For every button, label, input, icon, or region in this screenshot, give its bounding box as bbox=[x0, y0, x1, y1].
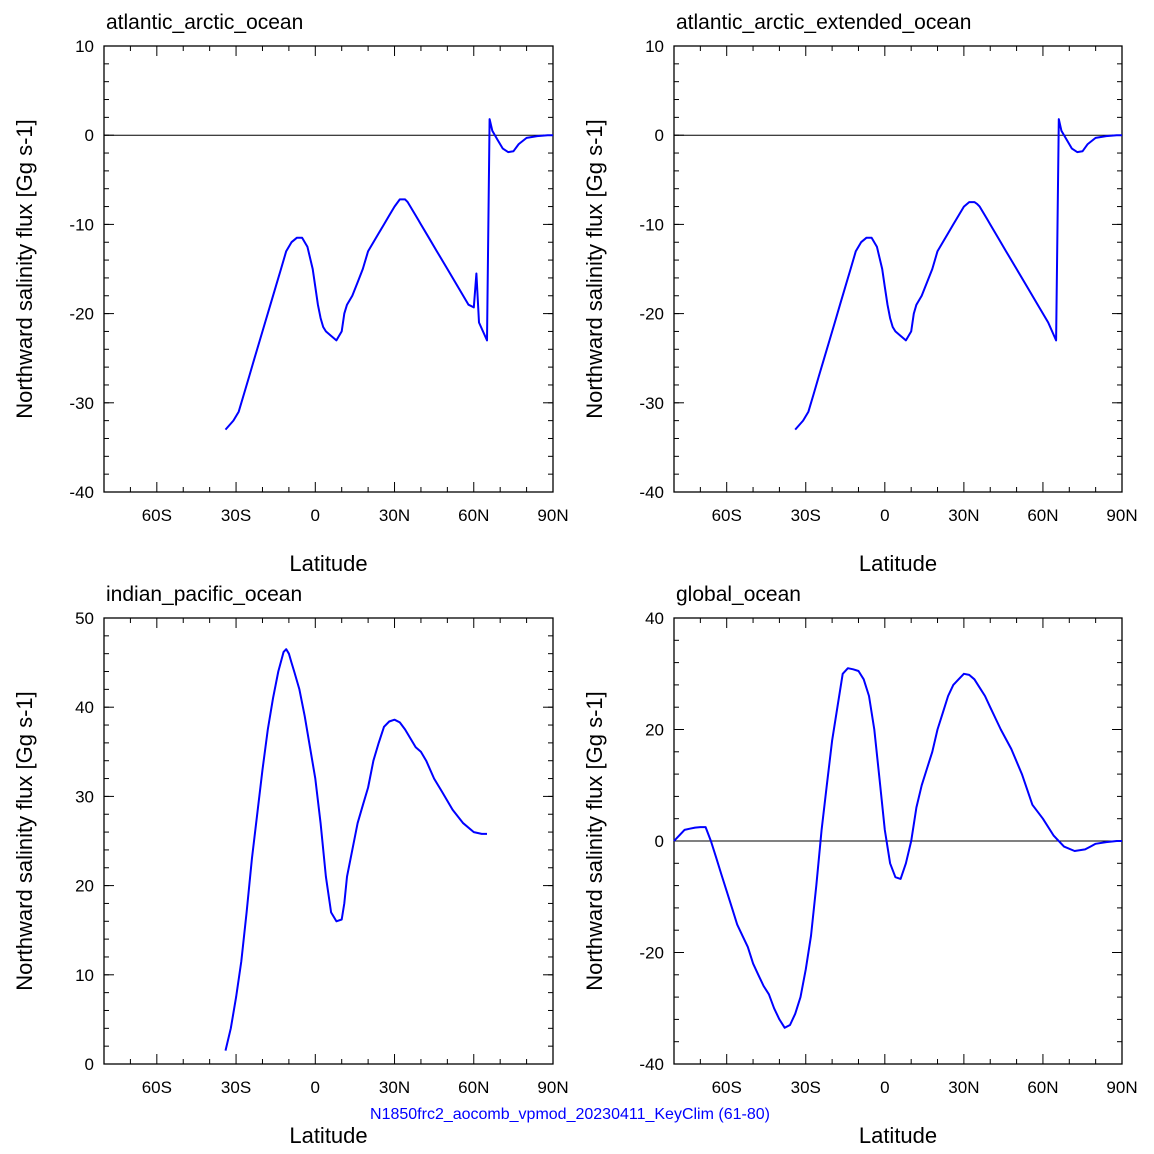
y-tick-label: -10 bbox=[69, 215, 94, 234]
plot-frame bbox=[673, 45, 1123, 493]
panel-title: atlantic_arctic_extended_ocean bbox=[676, 11, 971, 34]
x-axis-label: Latitude bbox=[289, 1123, 367, 1148]
panel-global-ocean: 60S 30S 0 30N 60N 90N -40 -20 0 20 40 global_ocean L… bbox=[582, 583, 1138, 1148]
plot-frame bbox=[103, 617, 554, 1065]
x-tick-label: 60S bbox=[712, 1078, 742, 1097]
y-tick-label: -10 bbox=[639, 215, 664, 234]
x-tick-label: 30S bbox=[221, 506, 251, 525]
y-tick-label: 40 bbox=[75, 698, 94, 717]
y-tick-label: -20 bbox=[69, 305, 94, 324]
x-tick-label: 30S bbox=[791, 1078, 821, 1097]
x-tick-label: 90N bbox=[1106, 506, 1137, 525]
x-tick-label: 0 bbox=[880, 1078, 889, 1097]
x-tick-label: 90N bbox=[537, 506, 568, 525]
x-tick-label: 30N bbox=[948, 506, 979, 525]
y-axis-label: Northward salinity flux [Gg s-1] bbox=[12, 119, 37, 419]
x-axis-label: Latitude bbox=[289, 551, 367, 576]
data-line bbox=[794, 118, 1122, 431]
x-tick-label: 0 bbox=[311, 1078, 320, 1097]
footer-caption: N1850frc2_aocomb_vpmod_20230411_KeyClim … bbox=[370, 1106, 770, 1123]
x-tick-label: 60S bbox=[142, 506, 172, 525]
y-tick-label: 30 bbox=[75, 787, 94, 806]
x-tick-label: 30N bbox=[379, 1078, 410, 1097]
y-tick-label: 50 bbox=[75, 609, 94, 628]
x-tick-label: 60S bbox=[712, 506, 742, 525]
x-tick-label: 30N bbox=[379, 506, 410, 525]
y-tick-label: 0 bbox=[655, 126, 664, 145]
y-tick-label: -40 bbox=[69, 483, 94, 502]
x-axis-label: Latitude bbox=[859, 551, 937, 576]
y-tick-label: -30 bbox=[69, 394, 94, 413]
y-tick-label: -40 bbox=[639, 483, 664, 502]
y-axis-label: Northward salinity flux [Gg s-1] bbox=[582, 119, 607, 419]
y-tick-label: -20 bbox=[639, 305, 664, 324]
x-axis-label: Latitude bbox=[859, 1123, 937, 1148]
y-axis-label: Northward salinity flux [Gg s-1] bbox=[12, 691, 37, 991]
x-tick-label: 30N bbox=[948, 1078, 979, 1097]
x-tick-label: 60N bbox=[458, 1078, 489, 1097]
panel-title: atlantic_arctic_ocean bbox=[106, 11, 303, 34]
x-tick-label: 60S bbox=[142, 1078, 172, 1097]
data-line bbox=[224, 648, 487, 1051]
y-tick-label: 20 bbox=[75, 877, 94, 896]
data-line bbox=[224, 118, 553, 431]
y-axis-label: Northward salinity flux [Gg s-1] bbox=[582, 691, 607, 991]
y-tick-label: -40 bbox=[639, 1055, 664, 1074]
y-tick-label: -30 bbox=[639, 394, 664, 413]
data-line bbox=[673, 667, 1122, 1029]
x-tick-label: 30S bbox=[221, 1078, 251, 1097]
y-tick-label: 10 bbox=[645, 37, 664, 56]
x-tick-label: 90N bbox=[537, 1078, 568, 1097]
y-tick-label: 20 bbox=[645, 721, 664, 740]
x-tick-label: 30S bbox=[791, 506, 821, 525]
panel-atlantic-arctic-ocean: 60S 30S 0 30N 60N 90N -40 -30 -20 -10 0 10 atlantic_… bbox=[12, 11, 569, 576]
y-tick-label: 0 bbox=[85, 126, 94, 145]
panel-indian-pacific-ocean: 60S 30S 0 30N 60N 90N 0 10 20 30 40 50 indian_pacifi… bbox=[12, 583, 569, 1148]
y-tick-label: -20 bbox=[639, 944, 664, 963]
x-tick-label: 0 bbox=[880, 506, 889, 525]
y-tick-label: 0 bbox=[85, 1055, 94, 1074]
panel-title: global_ocean bbox=[676, 583, 801, 606]
panel-atlantic-arctic-extended-ocean: 60S 30S 0 30N 60N 90N -40 -30 -20 -10 0 10 atlantic_… bbox=[582, 11, 1138, 576]
y-tick-label: 10 bbox=[75, 966, 94, 985]
x-tick-label: 0 bbox=[311, 506, 320, 525]
x-tick-label: 90N bbox=[1106, 1078, 1137, 1097]
x-tick-label: 60N bbox=[1027, 1078, 1058, 1097]
x-tick-label: 60N bbox=[458, 506, 489, 525]
x-tick-label: 60N bbox=[1027, 506, 1058, 525]
plot-frame bbox=[103, 45, 554, 493]
panel-title: indian_pacific_ocean bbox=[106, 583, 302, 606]
y-tick-label: 40 bbox=[645, 609, 664, 628]
y-tick-label: 0 bbox=[655, 832, 664, 851]
y-tick-label: 10 bbox=[75, 37, 94, 56]
